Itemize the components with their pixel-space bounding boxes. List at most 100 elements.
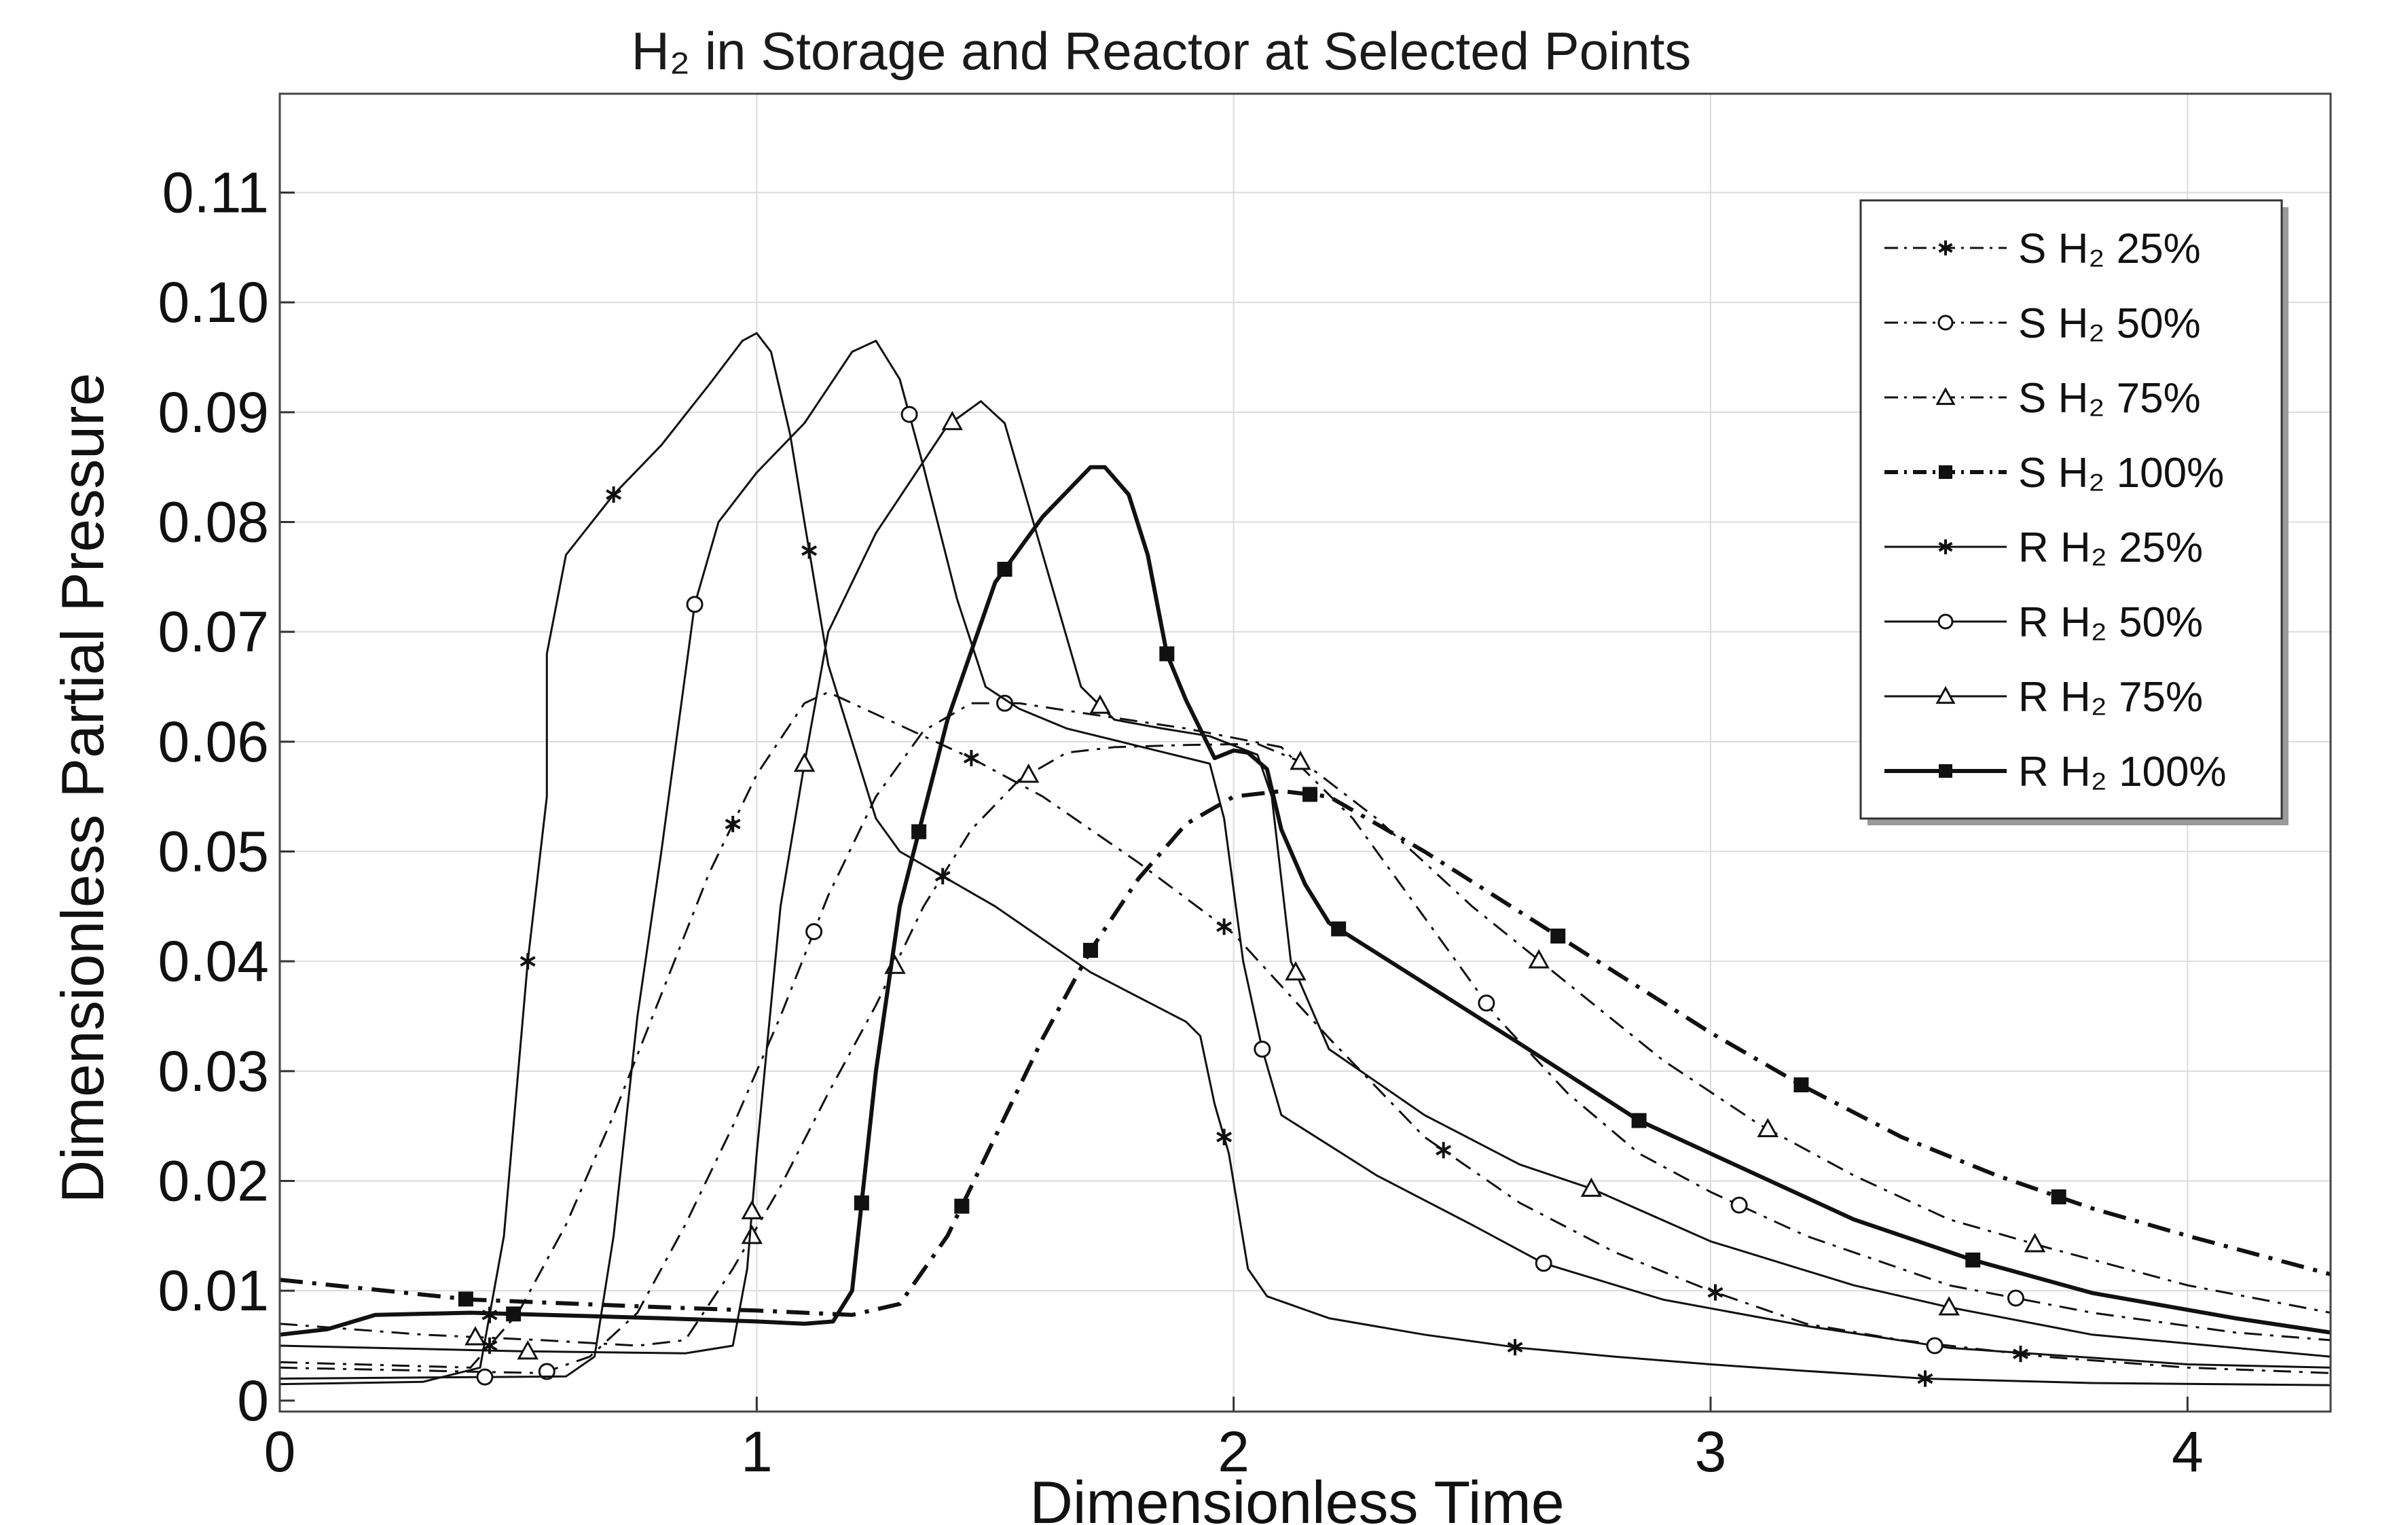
y-tick-label: 0.07: [158, 600, 270, 664]
series-7: [279, 400, 2331, 1360]
data-point: [1089, 694, 1111, 714]
series-1: [279, 691, 2331, 1374]
data-point: [801, 542, 818, 559]
data-point: [2007, 1289, 2024, 1307]
data-point: [1285, 961, 1307, 981]
y-tick-label: 0.03: [158, 1039, 270, 1103]
data-point: [1965, 1252, 1981, 1268]
data-point: [2024, 1233, 2046, 1253]
legend-label: S H₂ 50%: [2018, 300, 2201, 347]
y-tick-label: 0.09: [158, 380, 270, 444]
y-tick-label: 0.10: [158, 270, 270, 334]
data-point: [606, 486, 622, 503]
data-point: [1926, 1337, 1944, 1354]
data-point: [1935, 685, 1956, 704]
data-point: [1938, 539, 1953, 554]
data-point: [2051, 1189, 2066, 1204]
data-point: [954, 1198, 970, 1214]
data-point: [1017, 764, 1040, 783]
data-point: [741, 1225, 763, 1244]
data-point: [741, 1200, 763, 1220]
legend-item: R H₂ 50%: [1884, 599, 2203, 646]
series-line: [279, 742, 2331, 1347]
legend-label: R H₂ 25%: [2018, 524, 2203, 571]
data-point: [1631, 1113, 1647, 1128]
data-point: [1550, 928, 1566, 944]
data-point: [1580, 1177, 1603, 1197]
data-point: [1707, 1284, 1723, 1301]
data-point: [1938, 1296, 1960, 1316]
data-point: [1528, 949, 1550, 969]
x-tick-label: 2: [1218, 1420, 1249, 1484]
tick-labels: 0 0.01 0.02 0.03 0.04 0.05 0.06 0.07 0.08 0.09 0.1…: [158, 161, 2204, 1484]
legend-label: S H₂ 75%: [2018, 375, 2201, 422]
series-line: [279, 789, 2331, 1317]
data-point: [1937, 613, 1954, 630]
series-4: [279, 787, 2331, 1317]
series-layer: [279, 331, 2331, 1387]
x-tick-label: 3: [1695, 1420, 1727, 1484]
series-5: [279, 331, 2331, 1387]
legend-item: S H₂ 75%: [1884, 375, 2201, 422]
data-point: [1793, 1077, 1809, 1093]
data-point: [941, 410, 964, 431]
data-point: [1478, 994, 1495, 1012]
chart-title: H₂ in Storage and Reactor at Selected Po…: [632, 21, 1692, 81]
legend-box: [1859, 199, 2283, 820]
data-point: [1082, 943, 1098, 958]
data-point: [686, 596, 704, 613]
data-point: [997, 562, 1013, 577]
y-tick-label: 0.01: [158, 1259, 270, 1323]
plot-frame: [278, 92, 2332, 1413]
series-2: [279, 694, 2331, 1380]
series-line: [279, 691, 2331, 1374]
legend-label: S H₂ 25%: [2018, 226, 2201, 272]
x-tick-label: 0: [264, 1420, 296, 1484]
y-tick-label: 0.06: [158, 710, 270, 774]
data-point: [1507, 1339, 1523, 1356]
data-point: [793, 752, 816, 772]
data-point: [1302, 787, 1318, 802]
data-point: [1757, 1117, 1779, 1138]
data-point: [854, 1195, 869, 1210]
data-point: [538, 1363, 555, 1380]
data-point: [1939, 465, 1952, 479]
data-point: [1159, 646, 1175, 662]
data-point: [1254, 1041, 1271, 1058]
x-tick-label: 4: [2172, 1420, 2204, 1484]
data-point: [464, 1326, 486, 1346]
y-axis-label: Dimensionless Partial Pressure: [49, 373, 116, 1204]
data-point: [519, 953, 536, 970]
series-3: [279, 742, 2331, 1347]
y-tick-label: 0.04: [158, 929, 270, 993]
data-point: [517, 1340, 539, 1360]
data-point: [911, 824, 927, 840]
data-point: [805, 923, 823, 941]
data-point: [725, 815, 741, 833]
x-axis-label: Dimensionless Time: [1029, 1469, 1564, 1525]
data-point: [1730, 1196, 1748, 1214]
legend-item: S H₂ 25%: [1884, 226, 2201, 272]
data-point: [1216, 918, 1233, 935]
data-point: [1939, 764, 1952, 778]
y-tick-label: 0.11: [162, 161, 269, 225]
data-point: [2013, 1346, 2028, 1363]
y-tick-label: 0.02: [158, 1149, 270, 1213]
plot-border: [278, 92, 2332, 1413]
data-point: [1331, 921, 1347, 937]
legend-label: S H₂ 100%: [2018, 450, 2224, 497]
y-tick-label: 0.08: [158, 490, 270, 554]
y-tick-label: 0: [237, 1369, 269, 1433]
data-point: [506, 1306, 522, 1322]
series-line: [279, 465, 2331, 1337]
series-line: [279, 340, 2331, 1380]
data-point: [1935, 387, 1956, 406]
legend-label: R H₂ 75%: [2018, 674, 2203, 721]
y-tick-label: 0.05: [158, 820, 270, 884]
legend-item: R H₂ 75%: [1884, 674, 2203, 721]
legend: S H₂ 25% S H₂ 50% S H₂ 75% S H₂ 100% R H₂ 25…: [1859, 199, 2288, 825]
legend-item: R H₂ 100%: [1884, 749, 2227, 795]
series-line: [279, 331, 2331, 1386]
series-line: [279, 702, 2331, 1374]
